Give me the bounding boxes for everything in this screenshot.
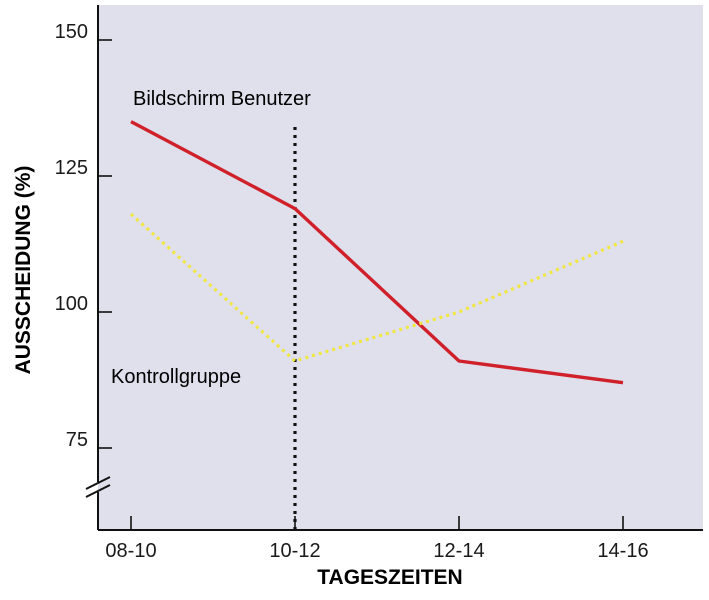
y-axis-break-mark-1 (85, 476, 111, 490)
x-axis-title: TAGESZEITEN (317, 566, 462, 589)
x-tick-label-10-12: 10-12 (269, 540, 320, 562)
y-tick-label-75: 75 (66, 429, 88, 451)
y-tick-label-100: 100 (55, 293, 88, 315)
series-label-kontrollgruppe: Kontrollgruppe (111, 366, 241, 388)
series-label-bildschirm-benutzer: Bildschirm Benutzer (133, 88, 311, 110)
plot-background (98, 5, 703, 530)
chart-axes: 75 100 125 150 08-10 10-12 12-14 14-16 (55, 5, 703, 562)
chart-labels: TAGESZEITEN AUSSCHEIDUNG (%) Bildschirm … (12, 88, 463, 589)
x-tick-label-08-10: 08-10 (105, 540, 156, 562)
y-axis-break-mark-2 (85, 484, 111, 498)
x-tick-label-12-14: 12-14 (433, 540, 484, 562)
x-tick-label-14-16: 14-16 (597, 540, 648, 562)
y-tick-label-150: 150 (55, 21, 88, 43)
chart-marks (129, 120, 624, 530)
y-axis-title: AUSSCHEIDUNG (%) (12, 166, 35, 375)
series-line-bildschirm-benutzer (130, 120, 624, 385)
y-tick-label-125: 125 (55, 157, 88, 179)
